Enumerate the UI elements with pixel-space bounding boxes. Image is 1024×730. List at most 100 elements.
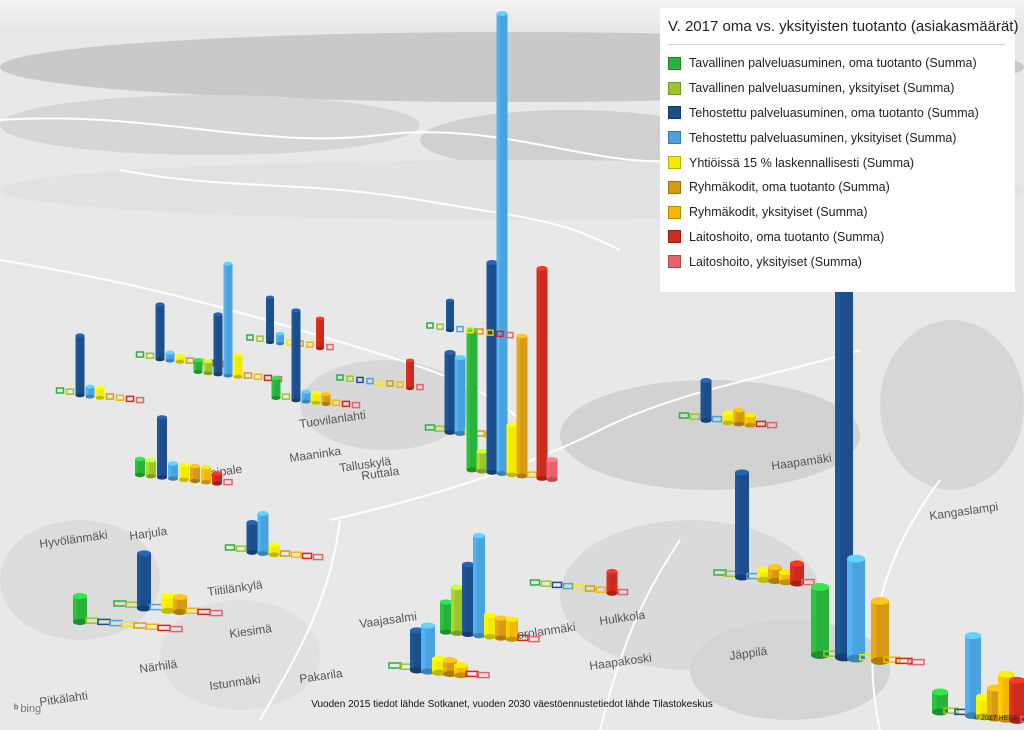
bar-cylinder[interactable] <box>193 358 203 374</box>
place-name: Närhilä <box>138 657 178 676</box>
bar-cylinder[interactable] <box>744 412 756 428</box>
bar-cylinder[interactable] <box>768 563 782 585</box>
bar-cylinder[interactable] <box>495 615 507 641</box>
legend-label: Tehostettu palveluasuminen, oma tuotanto… <box>689 105 979 120</box>
bar-cylinder[interactable] <box>266 295 274 345</box>
bar-cylinder[interactable] <box>276 331 284 346</box>
legend-item[interactable]: Tavallinen palveluasuminen, yksityiset (… <box>668 76 1005 101</box>
bar-zero-marker <box>595 586 607 593</box>
bar-cylinder[interactable] <box>454 662 468 679</box>
bar-cylinder[interactable] <box>466 327 478 473</box>
bar-cylinder[interactable] <box>203 359 213 376</box>
bar-cylinder[interactable] <box>473 532 485 639</box>
bar-zero-marker <box>883 656 901 663</box>
bar-cylinder[interactable] <box>484 612 496 640</box>
bar-cylinder[interactable] <box>432 655 446 676</box>
legend-label: Tavallinen palveluasuminen, yksityiset (… <box>689 81 955 96</box>
bar-cylinder[interactable] <box>871 597 889 665</box>
bar-cylinder[interactable] <box>173 593 187 616</box>
bar-cylinder[interactable] <box>321 392 331 406</box>
bar-cylinder[interactable] <box>165 350 175 363</box>
bar-cylinder[interactable] <box>316 316 324 351</box>
map-legend[interactable]: V. 2017 oma vs. yksityisten tuotanto (as… <box>660 8 1018 292</box>
legend-item[interactable]: Laitoshoito, oma tuotanto (Summa) <box>668 225 1005 250</box>
bar-cylinder[interactable] <box>268 542 280 558</box>
bar-cylinder[interactable] <box>257 511 269 557</box>
bar-cylinder[interactable] <box>179 462 189 482</box>
bar-cylinder[interactable] <box>506 616 518 642</box>
bar-zero-marker <box>331 399 341 406</box>
bar-cylinder[interactable] <box>223 261 233 378</box>
legend-item[interactable]: Ryhmäkodit, yksityiset (Summa) <box>668 200 1005 225</box>
bar-cylinder[interactable] <box>73 592 87 626</box>
bar-cylinder[interactable] <box>135 456 145 478</box>
bar-cylinder[interactable] <box>146 458 156 479</box>
terrain-shape <box>160 600 320 710</box>
bar-cylinder[interactable] <box>161 592 175 614</box>
bar-cylinder[interactable] <box>506 422 518 478</box>
bar-cylinder[interactable] <box>421 622 435 675</box>
bar-zero-marker <box>243 372 253 379</box>
bar-cylinder[interactable] <box>406 358 414 391</box>
bar-cylinder[interactable] <box>847 554 865 663</box>
legend-item[interactable]: Tavallinen palveluasuminen, oma tuotanto… <box>668 51 1005 76</box>
legend-swatch <box>668 131 681 145</box>
bar-cylinder[interactable] <box>291 308 301 403</box>
bar-zero-marker <box>476 328 484 335</box>
bar-cylinder[interactable] <box>700 377 712 423</box>
bar-cylinder[interactable] <box>95 385 105 400</box>
bar-cylinder[interactable] <box>496 11 508 477</box>
bar-cylinder[interactable] <box>190 463 200 484</box>
bar-cylinder[interactable] <box>451 584 463 636</box>
bar-cylinder[interactable] <box>516 333 528 479</box>
road <box>0 117 681 163</box>
bar-cylinder[interactable] <box>733 407 745 427</box>
bar-cylinder[interactable] <box>155 302 165 362</box>
bar-cylinder[interactable] <box>75 333 85 398</box>
legend-item[interactable]: Laitoshoito, yksityiset (Summa) <box>668 249 1005 274</box>
bar-cylinder[interactable] <box>443 656 457 678</box>
bar-cylinder[interactable] <box>446 298 454 333</box>
bar-zero-marker <box>253 373 263 380</box>
bar-zero-marker <box>115 394 125 401</box>
bar-cylinder[interactable] <box>790 560 804 587</box>
bar-cylinder[interactable] <box>311 390 321 405</box>
bar-cylinder[interactable] <box>722 410 734 426</box>
bar-cylinder[interactable] <box>462 561 474 638</box>
bar-zero-marker <box>336 374 344 381</box>
legend-item[interactable]: Tehostettu palveluasuminen, oma tuotanto… <box>668 101 1005 126</box>
bar-cylinder[interactable] <box>301 389 311 404</box>
bar-cylinder[interactable] <box>201 465 211 485</box>
bar-zero-marker <box>209 609 223 617</box>
bar-cylinder[interactable] <box>476 448 488 474</box>
legend-item[interactable]: Yhtiöissä 15 % laskennallisesti (Summa) <box>668 150 1005 175</box>
bar-cylinder[interactable] <box>779 569 793 586</box>
bar-cylinder[interactable] <box>175 353 185 364</box>
bar-cylinder[interactable] <box>536 265 548 481</box>
bar-cylinder[interactable] <box>137 550 151 612</box>
road <box>329 349 861 521</box>
bar-cylinder[interactable] <box>233 352 243 379</box>
bar-cylinder[interactable] <box>85 384 95 399</box>
bing-logo[interactable]: ᵇ bing <box>14 703 41 715</box>
bar-cylinder[interactable] <box>546 457 558 483</box>
bing-icon: ᵇ <box>14 703 19 715</box>
bar-cylinder[interactable] <box>271 376 281 400</box>
bar-cylinder[interactable] <box>444 349 456 435</box>
bar-cylinder[interactable] <box>410 627 424 674</box>
legend-item[interactable]: Tehostettu palveluasuminen, yksityiset (… <box>668 125 1005 150</box>
bar-cylinder[interactable] <box>212 471 222 486</box>
bar-cylinder[interactable] <box>168 461 178 481</box>
bar-cylinder[interactable] <box>246 519 258 555</box>
bar-cylinder[interactable] <box>811 583 829 659</box>
bar-cylinder[interactable] <box>735 469 749 581</box>
bar-zero-marker <box>55 387 65 394</box>
bar-cylinder[interactable] <box>486 259 498 475</box>
bar-cylinder[interactable] <box>454 355 466 437</box>
bar-cylinder[interactable] <box>606 568 618 596</box>
legend-item[interactable]: Ryhmäkodit, oma tuotanto (Summa) <box>668 175 1005 200</box>
bar-cylinder[interactable] <box>213 312 223 377</box>
bar-cylinder[interactable] <box>440 599 452 635</box>
bar-cylinder[interactable] <box>757 566 771 583</box>
bar-cylinder[interactable] <box>157 415 167 480</box>
